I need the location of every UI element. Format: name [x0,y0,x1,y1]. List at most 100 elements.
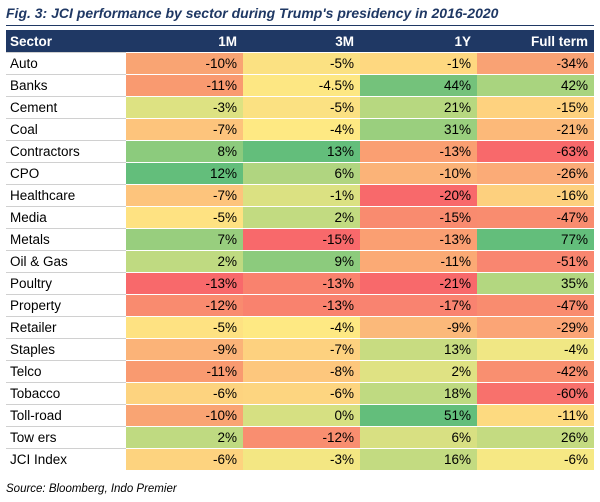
value-1y-cell: 6% [360,426,477,449]
table-row: Cement -3% -5% 21% -15% [6,96,594,119]
value-full-term-cell: -21% [477,118,594,141]
sector-cell: Coal [6,118,126,141]
table-header-row: Sector 1M 3M 1Y Full term [6,30,594,53]
source-note: Source: Bloomberg, Indo Premier [6,483,177,495]
value-1y-cell: -9% [360,316,477,339]
sector-cell: Cement [6,96,126,119]
value-1m-cell: -6% [126,448,243,470]
value-1m-cell: -11% [126,360,243,383]
value-full-term-cell: -29% [477,316,594,339]
value-1m-cell: -5% [126,206,243,229]
value-full-term-cell: -11% [477,404,594,427]
value-1y-cell: 2% [360,360,477,383]
table-row: Oil & Gas 2% 9% -11% -51% [6,250,594,273]
value-3m-cell: -15% [243,228,360,251]
value-full-term-cell: -6% [477,448,594,470]
table-row: Metals 7% -15% -13% 77% [6,228,594,251]
table-row: Telco -11% -8% 2% -42% [6,360,594,383]
table-row: Healthcare -7% -1% -20% -16% [6,184,594,207]
value-3m-cell: -6% [243,382,360,405]
value-1y-cell: -20% [360,184,477,207]
sector-cell: JCI Index [6,448,126,470]
table-row: Toll-road -10% 0% 51% -11% [6,404,594,427]
value-1m-cell: -10% [126,52,243,75]
sector-cell: Property [6,294,126,317]
value-3m-cell: 6% [243,162,360,185]
value-3m-cell: -8% [243,360,360,383]
value-1y-cell: 31% [360,118,477,141]
column-header-1y: 1Y [360,30,477,53]
sector-cell: Telco [6,360,126,383]
value-3m-cell: -7% [243,338,360,361]
value-1y-cell: -13% [360,140,477,163]
value-full-term-cell: -16% [477,184,594,207]
value-full-term-cell: -4% [477,338,594,361]
column-header-1m: 1M [126,30,243,53]
value-1y-cell: -11% [360,250,477,273]
table-row: Tow ers 2% -12% 6% 26% [6,426,594,449]
sector-cell: Toll-road [6,404,126,427]
table-row: Media -5% 2% -15% -47% [6,206,594,229]
sector-cell: Metals [6,228,126,251]
value-3m-cell: -12% [243,426,360,449]
sector-cell: Auto [6,52,126,75]
value-1m-cell: -3% [126,96,243,119]
value-1y-cell: -21% [360,272,477,295]
value-1y-cell: 13% [360,338,477,361]
table-row: Auto -10% -5% -1% -34% [6,52,594,75]
value-3m-cell: -13% [243,272,360,295]
value-1y-cell: 44% [360,74,477,97]
value-1m-cell: -5% [126,316,243,339]
table-row: Tobacco -6% -6% 18% -60% [6,382,594,405]
sector-cell: Retailer [6,316,126,339]
value-1y-cell: -13% [360,228,477,251]
value-full-term-cell: -47% [477,294,594,317]
column-header-3m: 3M [243,30,360,53]
value-3m-cell: -5% [243,96,360,119]
value-full-term-cell: -47% [477,206,594,229]
table-row: Contractors 8% 13% -13% -63% [6,140,594,163]
value-full-term-cell: -63% [477,140,594,163]
table-row: JCI Index -6% -3% 16% -6% [6,448,594,470]
value-3m-cell: 13% [243,140,360,163]
value-1m-cell: -13% [126,272,243,295]
figure-title: Fig. 3: JCI performance by sector during… [6,3,594,26]
value-full-term-cell: -51% [477,250,594,273]
column-header-sector: Sector [6,30,126,53]
value-1y-cell: 51% [360,404,477,427]
value-3m-cell: -13% [243,294,360,317]
value-1y-cell: 21% [360,96,477,119]
sector-cell: Banks [6,74,126,97]
value-3m-cell: -3% [243,448,360,470]
column-header-full-term: Full term [477,30,594,53]
value-full-term-cell: -26% [477,162,594,185]
sector-cell: Tobacco [6,382,126,405]
sector-cell: Healthcare [6,184,126,207]
value-3m-cell: -4% [243,118,360,141]
value-1y-cell: 18% [360,382,477,405]
value-3m-cell: -4% [243,316,360,339]
value-full-term-cell: 42% [477,74,594,97]
value-1m-cell: -7% [126,118,243,141]
value-full-term-cell: 77% [477,228,594,251]
value-1m-cell: -10% [126,404,243,427]
sector-cell: Staples [6,338,126,361]
value-1y-cell: -10% [360,162,477,185]
value-1m-cell: 7% [126,228,243,251]
table-row: Poultry -13% -13% -21% 35% [6,272,594,295]
performance-table: Sector 1M 3M 1Y Full term Auto -10% -5% -1%… [6,30,594,470]
value-1y-cell: -1% [360,52,477,75]
value-1m-cell: -11% [126,74,243,97]
value-1m-cell: -12% [126,294,243,317]
sector-cell: Media [6,206,126,229]
value-full-term-cell: 35% [477,272,594,295]
value-3m-cell: 0% [243,404,360,427]
table-row: Coal -7% -4% 31% -21% [6,118,594,141]
value-1m-cell: 2% [126,250,243,273]
value-1m-cell: 2% [126,426,243,449]
table-row: Retailer -5% -4% -9% -29% [6,316,594,339]
value-1y-cell: 16% [360,448,477,470]
value-3m-cell: 9% [243,250,360,273]
sector-cell: Tow ers [6,426,126,449]
sector-cell: Contractors [6,140,126,163]
